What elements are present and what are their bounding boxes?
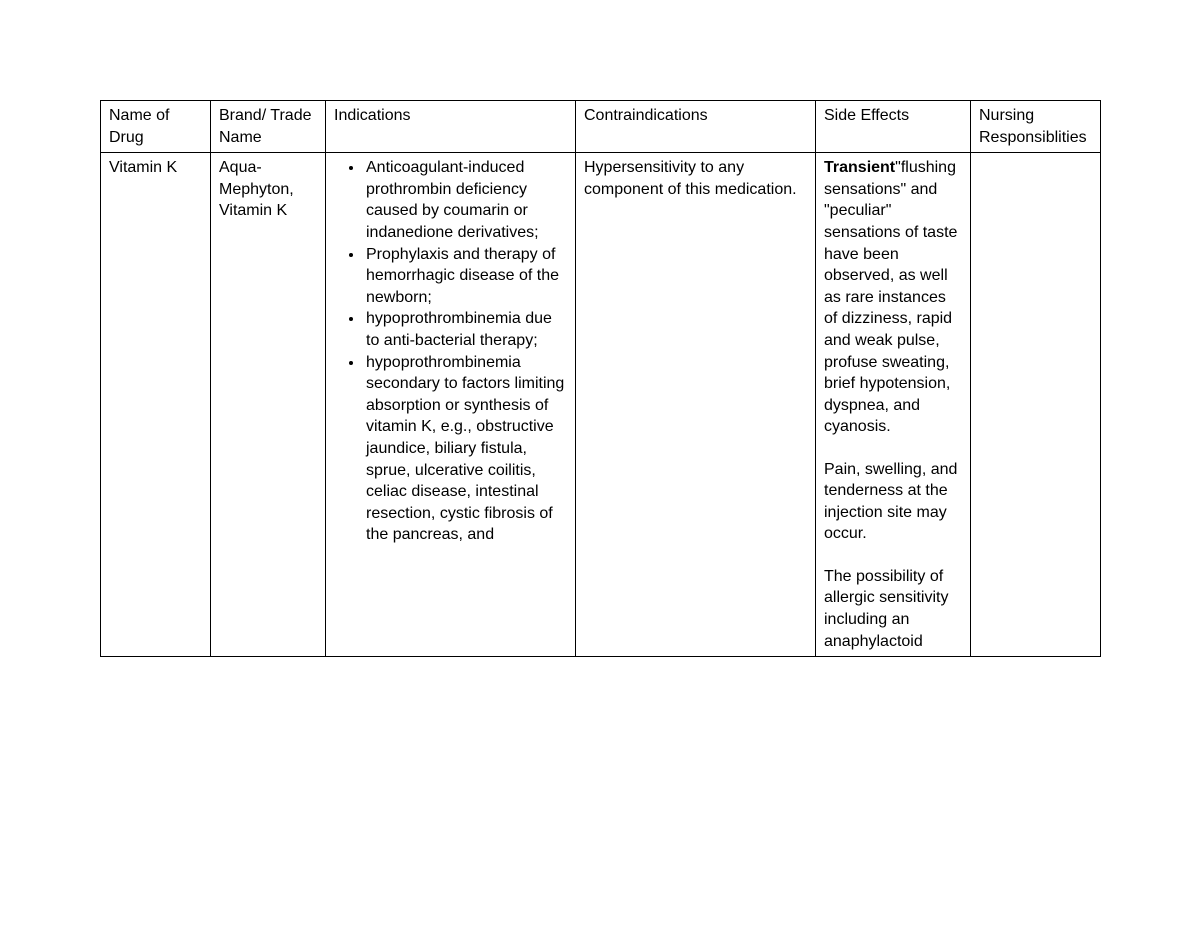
side-effects-p1-lead: Transient <box>824 159 895 176</box>
page: Name of Drug Brand/ Trade Name Indicatio… <box>0 0 1200 927</box>
table-row: Vitamin K Aqua-Mephyton, Vitamin K Antic… <box>101 153 1101 657</box>
cell-indications: Anticoagulant-induced prothrombin defici… <box>326 153 576 657</box>
col-header-sideeffects: Side Effects <box>816 101 971 153</box>
col-header-brand: Brand/ Trade Name <box>211 101 326 153</box>
col-header-nursing: Nursing Responsiblities <box>971 101 1101 153</box>
list-item: hypoprothrombinemia secondary to factors… <box>364 352 567 546</box>
side-effects-p1-rest: "flushing sensations" and "peculiar" sen… <box>824 159 957 435</box>
side-effects-p1: Transient"flushing sensations" and "pecu… <box>824 157 962 438</box>
side-effects-p2: Pain, swelling, and tenderness at the in… <box>824 459 962 545</box>
col-header-name: Name of Drug <box>101 101 211 153</box>
list-item: Anticoagulant-induced prothrombin defici… <box>364 157 567 243</box>
cell-name-of-drug: Vitamin K <box>101 153 211 657</box>
indications-list: Anticoagulant-induced prothrombin defici… <box>334 157 567 546</box>
content-clip: Name of Drug Brand/ Trade Name Indicatio… <box>0 0 1200 812</box>
side-effects-block: Transient"flushing sensations" and "pecu… <box>824 157 962 652</box>
cell-brand: Aqua-Mephyton, Vitamin K <box>211 153 326 657</box>
drug-table: Name of Drug Brand/ Trade Name Indicatio… <box>100 100 1101 657</box>
table-header-row: Name of Drug Brand/ Trade Name Indicatio… <box>101 101 1101 153</box>
list-item: Prophylaxis and therapy of hemorrhagic d… <box>364 244 567 309</box>
col-header-contra: Contraindications <box>576 101 816 153</box>
col-header-indications: Indications <box>326 101 576 153</box>
list-item: hypoprothrombinemia due to anti-bacteria… <box>364 308 567 351</box>
cell-nursing <box>971 153 1101 657</box>
cell-side-effects: Transient"flushing sensations" and "pecu… <box>816 153 971 657</box>
cell-contraindications: Hypersensitivity to any component of thi… <box>576 153 816 657</box>
side-effects-p3: The possibility of allergic sensitivity … <box>824 566 962 652</box>
